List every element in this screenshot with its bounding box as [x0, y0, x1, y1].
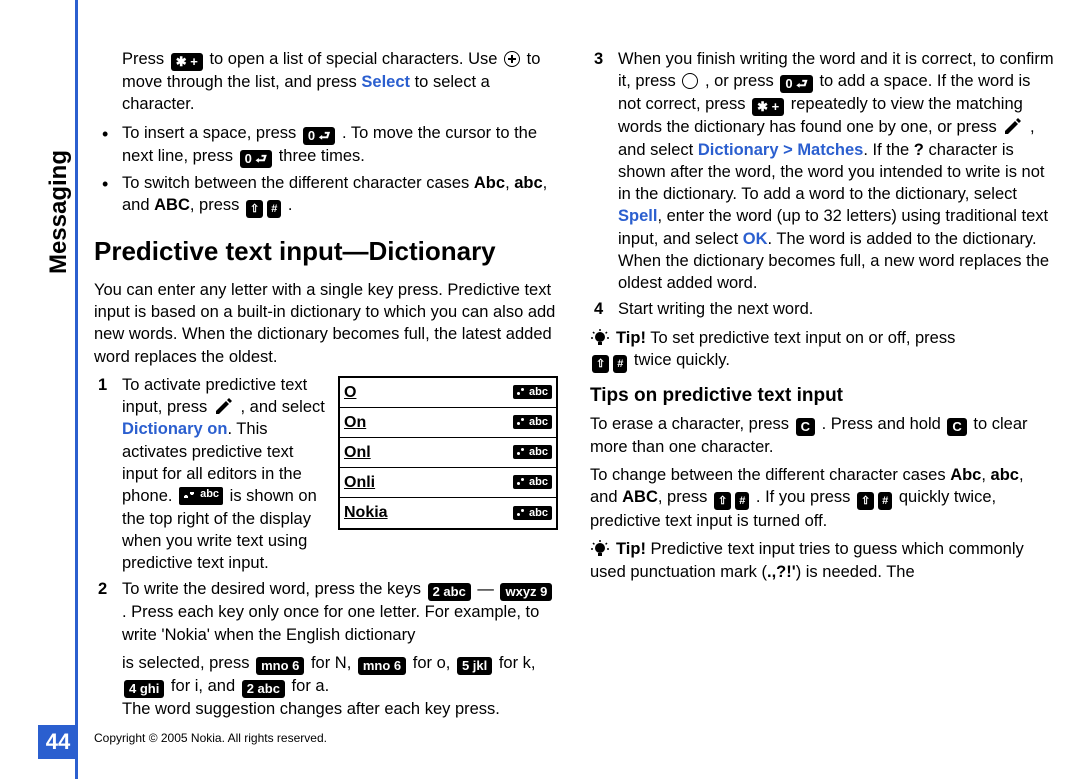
two-key-icon: 2 abc	[242, 680, 285, 698]
c-key-icon: C	[796, 418, 815, 436]
star-key-icon: ✱ +	[752, 98, 784, 116]
c-key-icon: C	[947, 418, 966, 436]
select-link: Select	[361, 73, 410, 91]
shift-key-icon: ⇧	[592, 355, 609, 373]
scroll-key-icon	[682, 73, 698, 89]
copyright: Copyright © 2005 Nokia. All rights reser…	[94, 731, 327, 745]
zero-key-icon: 0 ⮐	[780, 75, 813, 93]
tip-lightbulb-icon	[590, 329, 610, 347]
tip-punctuation: Tip! Predictive text input tries to gues…	[590, 538, 1054, 583]
scroll-icon	[504, 51, 520, 67]
hash-key-icon: #	[878, 492, 892, 510]
tip-toggle-predictive: Tip! To set predictive text input on or …	[590, 327, 1054, 373]
shift-key-icon: ⇧	[857, 492, 874, 510]
hash-key-icon: #	[613, 355, 627, 373]
six-key-icon: mno 6	[256, 657, 304, 675]
tip-lightbulb-icon	[590, 540, 610, 558]
ok-link: OK	[743, 230, 768, 248]
hash-key-icon: #	[267, 200, 281, 218]
bullet-insert-space: To insert a space, press 0 ⮐ . To move t…	[94, 122, 558, 168]
predictive-intro: You can enter any letter with a single k…	[94, 279, 558, 368]
intro-special-chars: Press ✱ + to open a list of special char…	[94, 48, 558, 116]
edit-pencil-icon	[214, 398, 234, 414]
section-tab: Messaging	[45, 26, 73, 150]
predictive-indicator-icon	[179, 487, 223, 505]
page-number: 44	[38, 725, 78, 759]
step-1: 1 Oabc Onabc Onlabc Onliabc Nokiaabc To …	[94, 374, 558, 574]
step-2-continued: is selected, press mno 6 for N, mno 6 fo…	[94, 652, 558, 720]
shift-key-icon: ⇧	[246, 200, 263, 218]
bullet-switch-case: To switch between the different characte…	[94, 172, 558, 218]
zero-key-icon: 0 ⮐	[240, 150, 273, 168]
zero-key-icon: 0 ⮐	[303, 127, 336, 145]
shift-key-icon: ⇧	[714, 492, 731, 510]
dictionary-link: Dictionary	[698, 141, 779, 159]
matches-link: Matches	[797, 141, 863, 159]
heading-predictive: Predictive text input—Dictionary	[94, 234, 558, 269]
hash-key-icon: #	[735, 492, 749, 510]
spell-link: Spell	[618, 207, 657, 225]
predictive-example-figure: Oabc Onabc Onlabc Onliabc Nokiaabc	[338, 376, 558, 530]
six-key-icon: mno 6	[358, 657, 406, 675]
vertical-rule	[75, 0, 78, 779]
two-key-icon: 2 abc	[428, 583, 471, 601]
heading-tips: Tips on predictive text input	[590, 383, 1054, 409]
step-4: 4Start writing the next word.	[590, 298, 1054, 320]
dictionary-on-link: Dictionary on	[122, 420, 227, 438]
tip-erase: To erase a character, press C . Press an…	[590, 413, 1054, 458]
step-3: 3 When you finish writing the word and i…	[590, 48, 1054, 294]
tip-change-case: To change between the different characte…	[590, 464, 1054, 533]
star-key-icon: ✱ +	[171, 53, 203, 71]
four-key-icon: 4 ghi	[124, 680, 164, 698]
step-2: 2 To write the desired word, press the k…	[94, 578, 558, 646]
nine-key-icon: wxyz 9	[500, 583, 552, 601]
five-key-icon: 5 jkl	[457, 657, 492, 675]
edit-pencil-icon	[1003, 118, 1023, 134]
page-content: Press ✱ + to open a list of special char…	[94, 48, 1054, 748]
